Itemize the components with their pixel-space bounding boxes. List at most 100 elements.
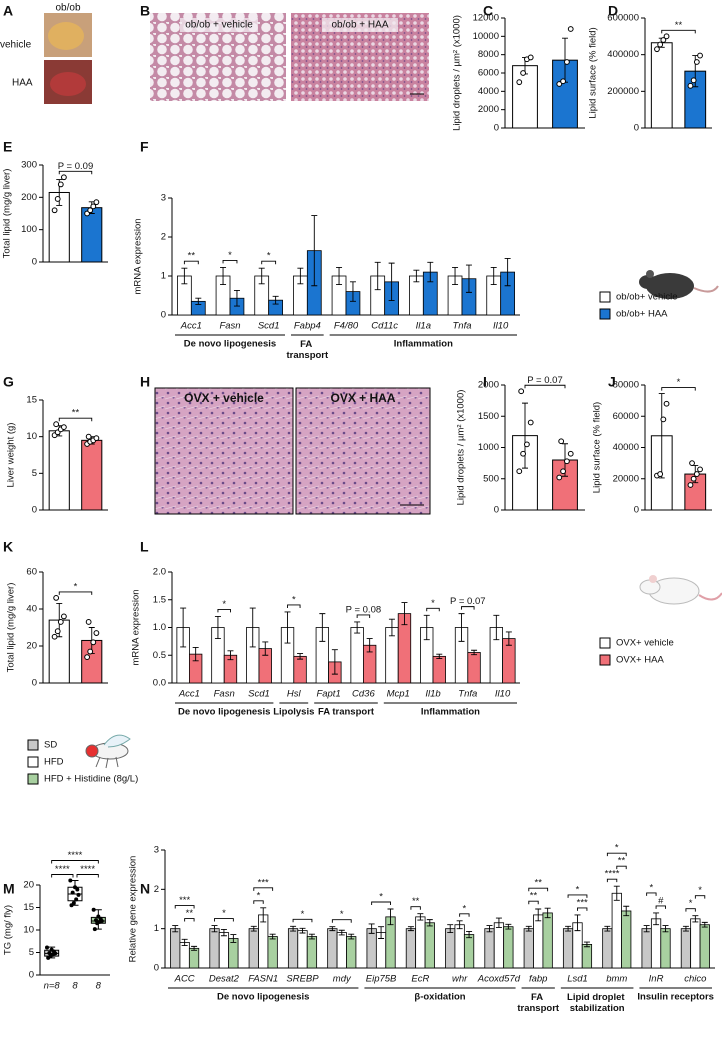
y-tick-label: 2000 xyxy=(478,380,499,391)
y-tick-label: 1.5 xyxy=(153,594,166,605)
data-point xyxy=(564,59,570,65)
error-bar xyxy=(181,938,188,947)
data-point xyxy=(657,41,664,48)
x-tick-label: Hsl xyxy=(287,689,302,700)
significance-label: * xyxy=(292,594,296,605)
x-tick-label: chico xyxy=(684,974,706,985)
error-bar xyxy=(456,920,463,930)
error-bar xyxy=(407,926,414,932)
image-label: ob/ob + HAA xyxy=(332,20,389,31)
y-tick-label: 600000 xyxy=(607,13,639,24)
x-tick-label: InR xyxy=(649,974,664,985)
y-tick-label: 100 xyxy=(21,224,37,235)
legend-swatch xyxy=(599,654,611,666)
error-bar xyxy=(653,912,660,926)
significance-bracket xyxy=(461,606,475,610)
panel-letter: F xyxy=(140,139,149,155)
bar xyxy=(346,936,357,969)
data-point xyxy=(74,897,79,902)
y-tick-label: 0 xyxy=(494,505,499,516)
significance-label: * xyxy=(222,599,226,610)
y-tick-label: 5 xyxy=(29,947,34,958)
significance-bracket xyxy=(661,387,696,391)
error-bar xyxy=(574,914,581,932)
group-label: Inflammation xyxy=(421,707,480,718)
bar xyxy=(493,922,505,969)
data-point xyxy=(663,33,670,40)
significance-bracket xyxy=(217,608,231,613)
y-tick-label: 1500 xyxy=(478,411,499,422)
error-bar xyxy=(447,924,454,934)
significance-bracket xyxy=(184,918,195,922)
group-label: Insulin receptors xyxy=(637,992,714,1003)
data-point xyxy=(85,433,92,440)
data-point xyxy=(47,950,52,955)
panel-letter: I xyxy=(483,374,487,390)
bar xyxy=(445,928,456,969)
x-tick-label: n=8 xyxy=(44,981,61,992)
significance-bracket xyxy=(606,852,627,857)
y-tick-label: 0 xyxy=(161,310,166,321)
data-point xyxy=(558,438,565,445)
bar xyxy=(680,928,692,969)
significance-label: P = 0.07 xyxy=(527,375,562,386)
mouse-icon xyxy=(639,270,719,299)
y-axis-label: Total lipid (mg/g liver) xyxy=(6,583,17,673)
y-tick-label: 15 xyxy=(26,395,37,406)
data-point xyxy=(567,26,574,32)
panel-letter: G xyxy=(3,374,14,390)
data-point xyxy=(51,207,58,214)
bar xyxy=(650,42,673,129)
data-point xyxy=(84,654,90,660)
x-tick-label: fabp xyxy=(529,974,548,985)
error-bar xyxy=(195,297,202,305)
significance-label: P = 0.09 xyxy=(58,161,93,172)
data-point xyxy=(45,945,49,950)
y-tick-label: 0 xyxy=(634,123,639,134)
data-point xyxy=(527,54,534,61)
bar xyxy=(424,922,435,969)
legend-swatch xyxy=(27,756,39,768)
significance-bracket xyxy=(58,417,93,422)
data-point xyxy=(57,619,64,625)
data-point xyxy=(85,619,92,625)
bar xyxy=(463,934,475,969)
y-tick-label: 300 xyxy=(21,160,37,171)
data-point xyxy=(90,639,97,646)
significance-label: * xyxy=(463,903,467,914)
x-tick-label: Il10 xyxy=(493,321,509,332)
x-tick-label: 8 xyxy=(72,981,78,992)
y-tick-label: 0 xyxy=(634,505,639,516)
bar xyxy=(306,936,318,969)
error-bar xyxy=(413,269,420,283)
data-point xyxy=(663,400,670,407)
error-bar xyxy=(522,402,528,469)
significance-bracket xyxy=(58,591,93,595)
bar xyxy=(650,918,662,969)
error-bar xyxy=(191,945,198,951)
error-bar xyxy=(544,907,551,919)
panel-letter: K xyxy=(3,539,13,555)
bar xyxy=(81,439,103,511)
legend-label: OVX+ HAA xyxy=(616,655,664,666)
significance-bracket xyxy=(261,260,277,265)
error-bar xyxy=(172,925,179,933)
significance-label: ** xyxy=(72,408,80,419)
data-point xyxy=(567,450,574,457)
legend-label: HFD + Histidine (8g/L) xyxy=(44,774,138,785)
significance-bracket xyxy=(51,874,74,878)
group-label: FA transport xyxy=(318,707,375,718)
error-bar xyxy=(368,923,375,934)
significance-bracket xyxy=(222,259,238,264)
data-point xyxy=(87,207,94,214)
significance-label: ** xyxy=(675,20,683,31)
data-point xyxy=(556,474,563,481)
significance-bracket xyxy=(253,900,264,904)
error-bar xyxy=(227,650,234,661)
significance-bracket xyxy=(524,384,566,389)
error-bar xyxy=(423,614,430,641)
data-point xyxy=(520,450,526,457)
data-point xyxy=(520,70,526,76)
data-point xyxy=(657,471,664,477)
legend-label: OVX+ vehicle xyxy=(616,638,674,649)
